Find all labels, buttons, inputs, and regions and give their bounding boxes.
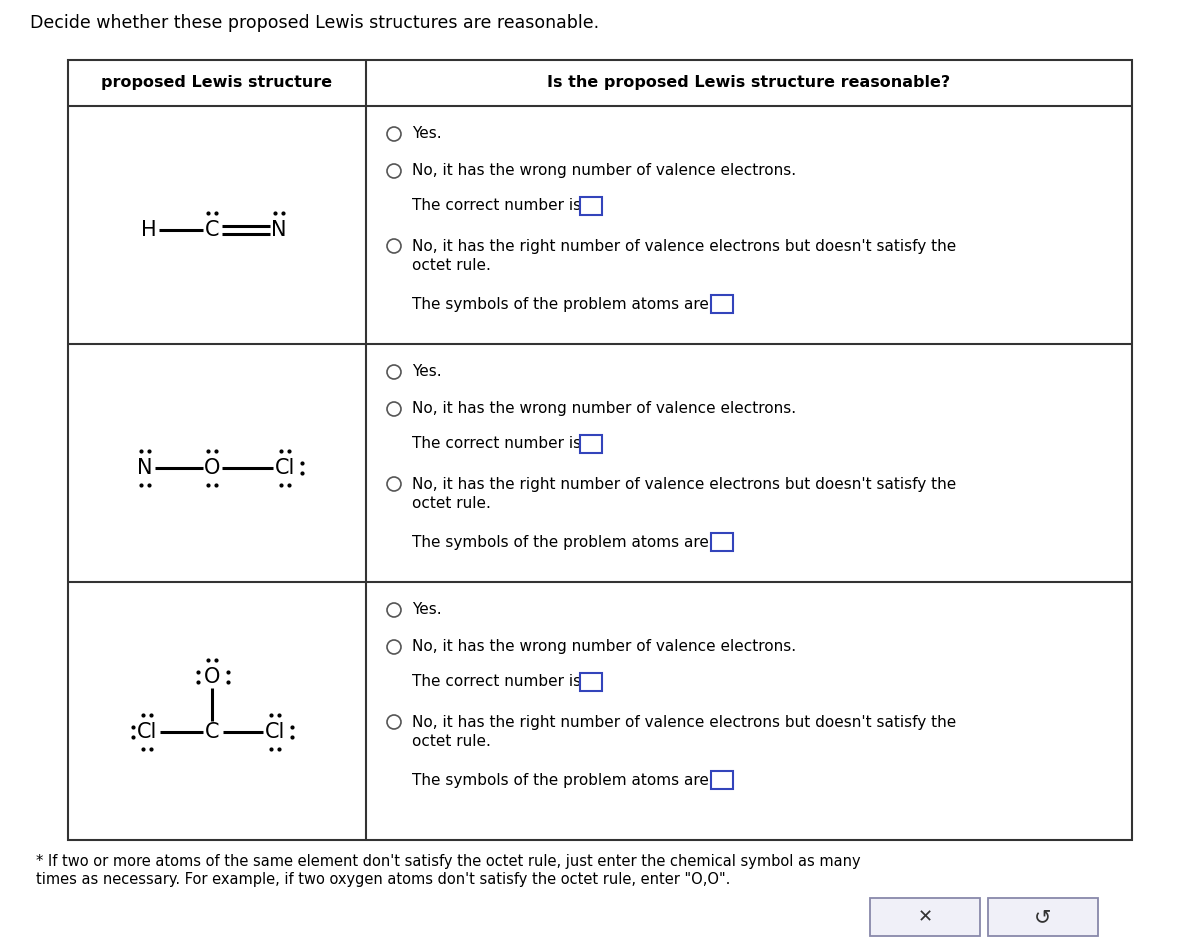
Text: Is the proposed Lewis structure reasonable?: Is the proposed Lewis structure reasonab… — [547, 75, 950, 90]
Circle shape — [386, 715, 401, 729]
Text: The correct number is:: The correct number is: — [412, 674, 587, 689]
Text: C: C — [205, 220, 220, 240]
Bar — [710, 295, 733, 313]
Text: Cl: Cl — [265, 722, 286, 742]
Text: C: C — [205, 722, 220, 742]
Text: N: N — [137, 458, 152, 478]
Text: No, it has the right number of valence electrons but doesn't satisfy the: No, it has the right number of valence e… — [412, 476, 956, 492]
Circle shape — [386, 477, 401, 491]
Text: No, it has the right number of valence electrons but doesn't satisfy the: No, it has the right number of valence e… — [412, 239, 956, 254]
Text: octet rule.: octet rule. — [412, 496, 491, 512]
Text: O: O — [204, 458, 220, 478]
Circle shape — [386, 127, 401, 141]
Text: O: O — [204, 667, 220, 687]
Text: No, it has the wrong number of valence electrons.: No, it has the wrong number of valence e… — [412, 639, 796, 654]
Text: The correct number is:: The correct number is: — [412, 437, 587, 452]
Bar — [580, 673, 602, 691]
Text: octet rule.: octet rule. — [412, 734, 491, 749]
Bar — [988, 898, 1098, 936]
Text: The symbols of the problem atoms are:*: The symbols of the problem atoms are:* — [412, 534, 721, 550]
Text: Decide whether these proposed Lewis structures are reasonable.: Decide whether these proposed Lewis stru… — [30, 14, 599, 32]
Text: N: N — [271, 220, 287, 240]
Text: ↺: ↺ — [1034, 907, 1051, 927]
Circle shape — [386, 402, 401, 416]
Circle shape — [386, 164, 401, 178]
Text: Yes.: Yes. — [412, 603, 442, 617]
Bar — [580, 197, 602, 215]
Text: No, it has the wrong number of valence electrons.: No, it has the wrong number of valence e… — [412, 164, 796, 179]
Circle shape — [386, 365, 401, 379]
Bar — [870, 898, 980, 936]
Bar — [580, 435, 602, 453]
Text: octet rule.: octet rule. — [412, 259, 491, 274]
Text: The correct number is:: The correct number is: — [412, 199, 587, 214]
Text: No, it has the right number of valence electrons but doesn't satisfy the: No, it has the right number of valence e… — [412, 714, 956, 729]
Circle shape — [386, 239, 401, 253]
Text: times as necessary. For example, if two oxygen atoms don't satisfy the octet rul: times as necessary. For example, if two … — [36, 872, 731, 887]
Text: The symbols of the problem atoms are:*: The symbols of the problem atoms are:* — [412, 297, 721, 312]
Bar — [710, 533, 733, 551]
Circle shape — [386, 603, 401, 617]
Text: Yes.: Yes. — [412, 126, 442, 142]
Text: H: H — [142, 220, 157, 240]
Bar — [68, 60, 1132, 840]
Text: Yes.: Yes. — [412, 364, 442, 379]
Text: Cl: Cl — [275, 458, 295, 478]
Text: proposed Lewis structure: proposed Lewis structure — [102, 75, 332, 90]
Circle shape — [386, 640, 401, 654]
Text: Cl: Cl — [137, 722, 157, 742]
Text: No, it has the wrong number of valence electrons.: No, it has the wrong number of valence e… — [412, 401, 796, 417]
Bar — [710, 771, 733, 789]
Text: ✕: ✕ — [918, 908, 932, 926]
Text: * If two or more atoms of the same element don't satisfy the octet rule, just en: * If two or more atoms of the same eleme… — [36, 854, 860, 869]
Text: The symbols of the problem atoms are:*: The symbols of the problem atoms are:* — [412, 772, 721, 787]
